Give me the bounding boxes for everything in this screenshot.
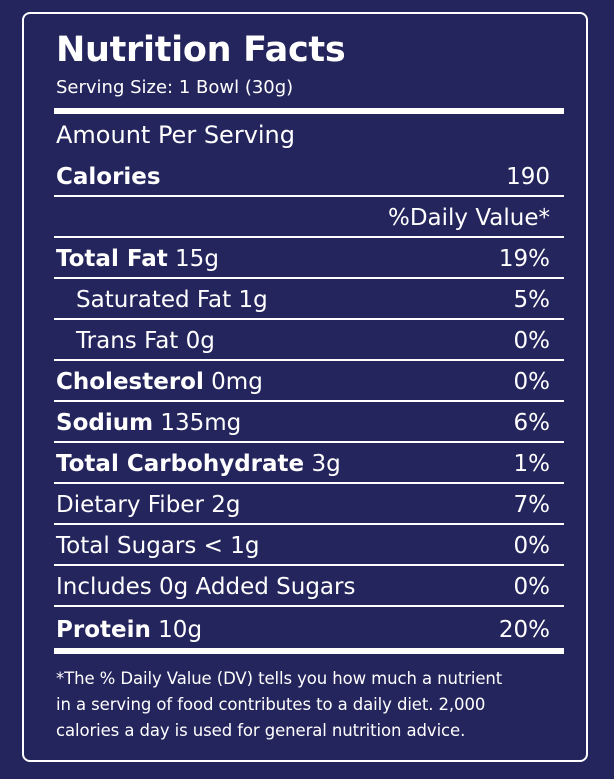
nutrient-amount: 0mg [211,369,263,395]
nutrient-amount: 0g [185,328,215,354]
nutrient-dv: 0% [513,369,551,395]
nutrient-name: Includes 0g Added Sugars [56,574,356,600]
nutrient-row-trans-fat: Trans Fat 0g 0% [54,320,564,361]
nutrient-row-total-fat: Total Fat 15g 19% [54,238,564,279]
calories-row: Calories 190 [54,156,564,197]
nutrient-row-sodium: Sodium 135mg 6% [54,402,564,443]
footnote-line: in a serving of food contributes to a da… [56,695,486,714]
nutrient-amount: 15g [175,246,219,272]
nutrient-dv: 0% [513,328,551,354]
nutrient-dv: 20% [498,617,550,643]
nutrient-amount: 3g [311,451,341,477]
nutrient-amount: 10g [158,617,203,643]
nutrient-dv: 6% [513,410,551,436]
nutrient-row-total-carbohydrate: Total Carbohydrate 3g 1% [54,443,564,484]
nutrient-dv: 1% [513,451,551,477]
nutrient-dv: 7% [513,492,551,518]
nutrient-table: Calories 190 %Daily Value* Total Fat 15g… [54,156,564,648]
nutrient-dv: 19% [498,246,550,272]
footnote-line: *The % Daily Value (DV) tells you how mu… [56,669,503,688]
nutrient-amount: < 1g [203,533,260,559]
nutrient-name: Protein [56,617,151,643]
label-title: Nutrition Facts [56,30,346,70]
daily-value-header-row: %Daily Value* [54,197,564,238]
nutrient-row-total-sugars: Total Sugars < 1g 0% [54,525,564,566]
nutrient-name: Total Carbohydrate [56,451,305,477]
calories-label: Calories [56,164,161,190]
nutrient-name: Sodium [56,410,154,436]
nutrient-amount: 1g [238,287,268,313]
daily-value-header: %Daily Value* [387,205,550,231]
daily-value-footnote: *The % Daily Value (DV) tells you how mu… [56,666,586,744]
nutrient-row-added-sugars: Includes 0g Added Sugars 0% [54,566,564,607]
nutrient-amount: 135mg [160,410,242,436]
calories-value: 190 [506,164,550,190]
nutrient-name: Total Fat [56,246,168,272]
nutrient-name: Dietary Fiber [56,492,204,518]
nutrient-name: Cholesterol [56,369,204,395]
nutrient-amount: 2g [211,492,241,518]
serving-size: Serving Size: 1 Bowl (30g) [56,77,294,98]
nutrient-row-cholesterol: Cholesterol 0mg 0% [54,361,564,402]
nutrient-row-saturated-fat: Saturated Fat 1g 5% [54,279,564,320]
thick-divider [54,108,564,114]
nutrient-name: Trans Fat [76,328,179,354]
nutrient-dv: 5% [513,287,551,313]
nutrient-dv: 0% [513,574,551,600]
nutrient-row-protein: Protein 10g 20% [54,607,564,648]
amount-per-serving: Amount Per Serving [56,121,296,149]
thick-divider-bottom [54,648,564,654]
nutrition-label-border [22,12,588,762]
nutrient-row-dietary-fiber: Dietary Fiber 2g 7% [54,484,564,525]
footnote-line: calories a day is used for general nutri… [56,721,466,740]
nutrient-name: Saturated Fat [76,287,232,313]
nutrient-dv: 0% [513,533,551,559]
nutrient-name: Total Sugars [56,533,197,559]
